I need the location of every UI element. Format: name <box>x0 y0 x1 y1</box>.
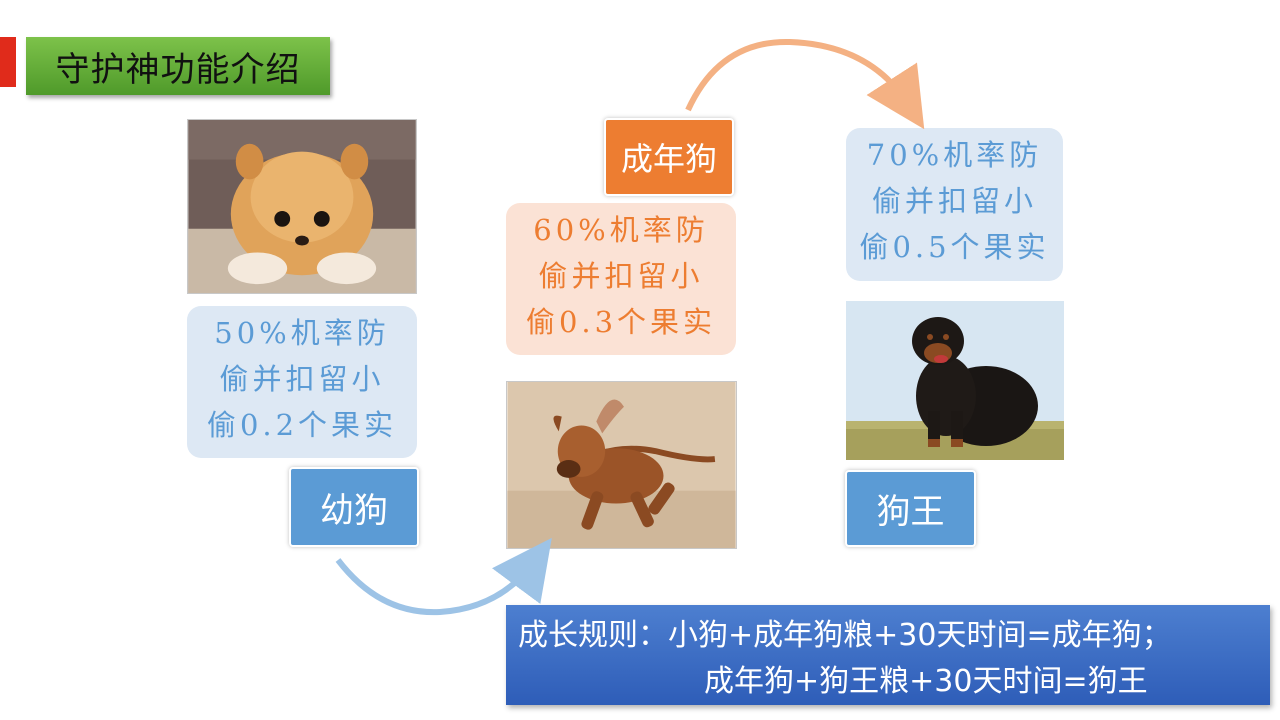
king-desc-line: 偷0.5个果实 <box>859 230 1050 264</box>
adult-description: 60%机率防 偷并扣留小 偷0.3个果实 <box>506 203 736 355</box>
growth-rule-line-1: 成长规则：小狗+成年狗粮+30天时间=成年狗； <box>518 618 1172 653</box>
adult-desc-line: 偷0.3个果实 <box>525 305 717 339</box>
puppy-description: 50%机率防 偷并扣留小 偷0.2个果实 <box>187 306 417 458</box>
title-accent-bar <box>0 37 16 87</box>
growth-rule-box: 成长规则：小狗+成年狗粮+30天时间=成年狗； 成年狗+狗王粮+30天时间=狗王 <box>506 605 1270 705</box>
king-desc-line: 70%机率防 <box>866 138 1043 172</box>
pomeranian-puppy-photo <box>187 119 417 294</box>
king-description: 70%机率防 偷并扣留小 偷0.5个果实 <box>846 128 1063 281</box>
stage-adult-label: 成年狗 <box>604 118 734 196</box>
adult-desc-line: 60%机率防 <box>533 213 709 247</box>
stage-king-label: 狗王 <box>845 470 976 547</box>
stage-puppy-label: 幼狗 <box>289 467 419 547</box>
puppy-desc-line: 50%机率防 <box>214 316 390 350</box>
page-title: 守护神功能介绍 <box>26 37 330 95</box>
growth-rule-line-2: 成年狗+狗王粮+30天时间=狗王 <box>704 664 1148 699</box>
adult-desc-line: 偷并扣留小 <box>538 259 704 293</box>
arrow-puppy-to-adult <box>335 537 552 616</box>
puppy-desc-line: 偷0.2个果实 <box>206 408 398 442</box>
rottweiler-dog-photo <box>846 301 1064 460</box>
arrow-adult-to-king <box>685 38 925 130</box>
puppy-desc-line: 偷并扣留小 <box>219 362 385 396</box>
king-desc-line: 偷并扣留小 <box>871 184 1037 218</box>
